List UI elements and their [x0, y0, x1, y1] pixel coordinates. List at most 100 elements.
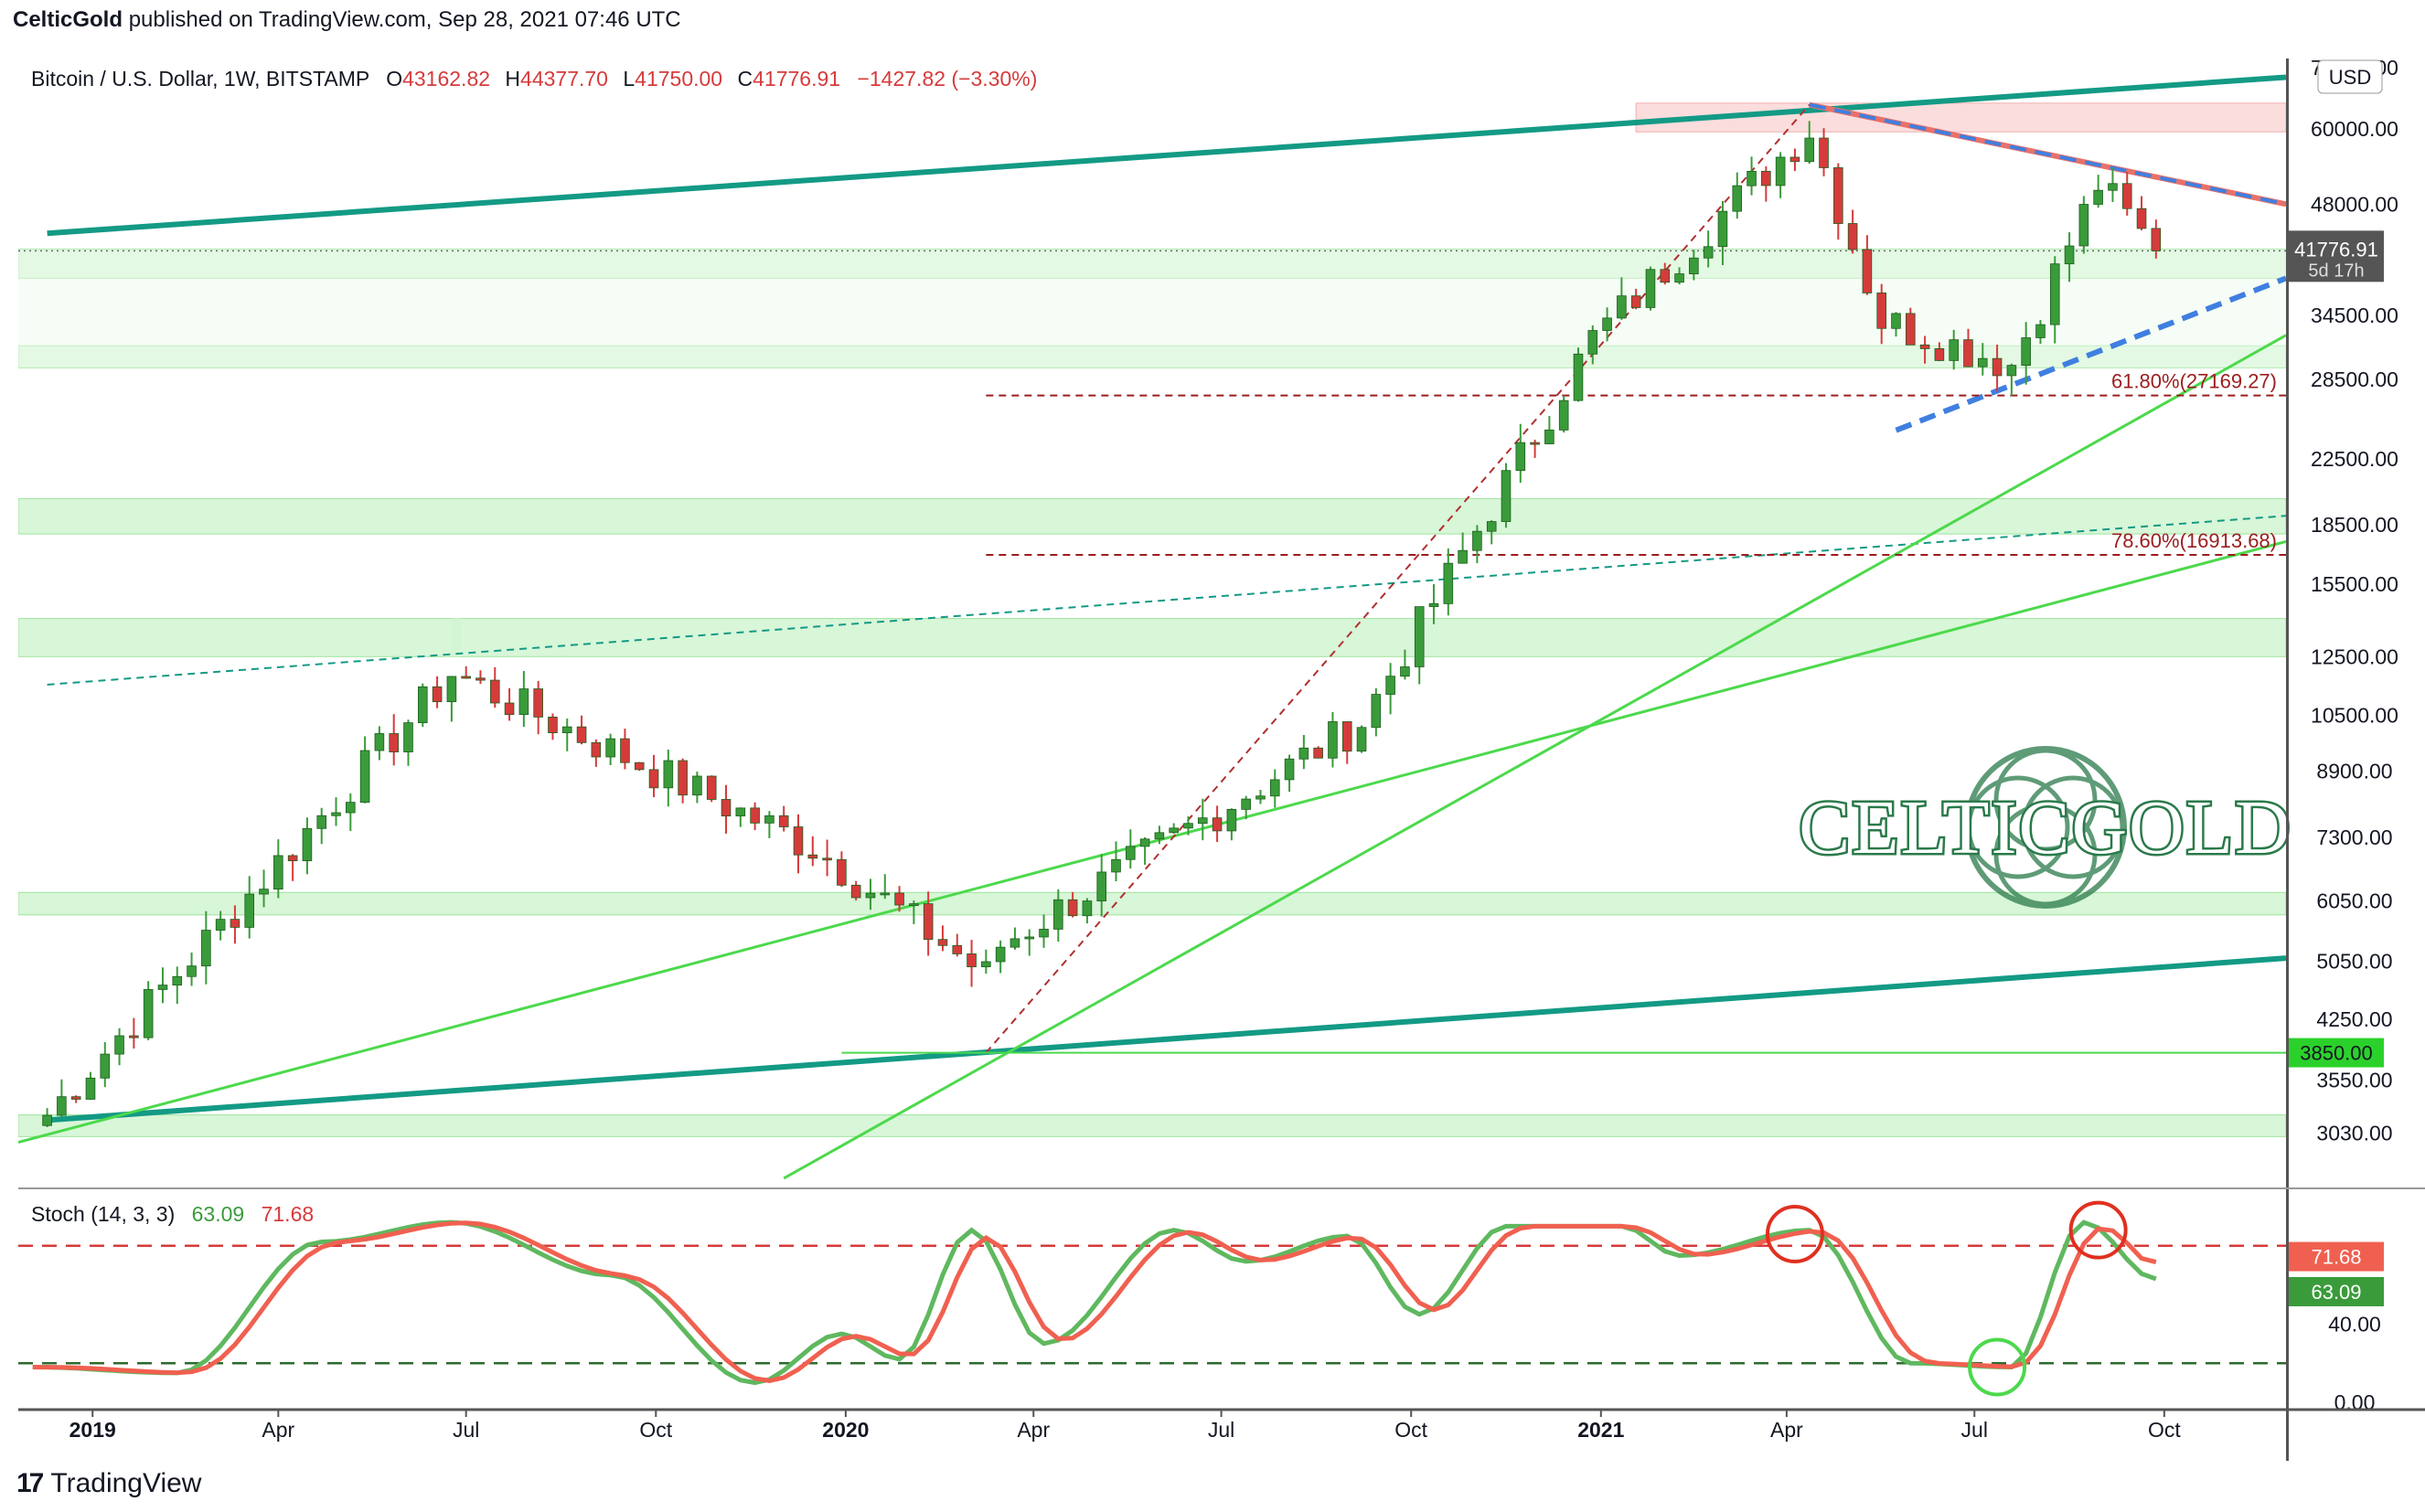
candle-body [273, 855, 283, 890]
price-tick-label: 4250.00 [2316, 1007, 2392, 1031]
candle-body [2108, 183, 2118, 191]
price-axis[interactable]: 72000.0060000.0048000.0034500.0028500.00… [2289, 56, 2398, 1145]
candle-body [894, 892, 904, 906]
candle-body [518, 688, 529, 716]
candle-body [489, 679, 500, 704]
candle-body [1400, 666, 1410, 677]
candle-body [316, 815, 327, 829]
candle-body [1371, 694, 1382, 729]
candle-body [1789, 156, 1800, 163]
candle-body [1977, 357, 1988, 367]
candle-body [374, 733, 385, 751]
price-tick-label: 3550.00 [2316, 1068, 2392, 1091]
ohlc-low: 41750.00 [635, 67, 722, 91]
candle-body [995, 946, 1006, 963]
candle-body [432, 686, 443, 703]
stoch-value-label: 63.09 [2311, 1281, 2361, 1304]
candle-body [1212, 817, 1223, 832]
watermark-text: CELTICGOLD [1799, 785, 2292, 870]
candle-body [114, 1035, 124, 1055]
price-tick-label: 22500.00 [2311, 447, 2398, 471]
candle-body [172, 975, 183, 986]
candle-body [1139, 838, 1150, 847]
price-tick-label: 18500.00 [2311, 513, 2398, 537]
zones-layer [18, 102, 2286, 1137]
candle-body [57, 1096, 67, 1116]
candle-body [561, 726, 572, 733]
fib-level-label: 78.60%(16913.68) [2111, 529, 2277, 552]
candle-body [403, 722, 413, 752]
candle-body [331, 812, 341, 816]
tradingview-brand: TradingView [50, 1468, 202, 1498]
lime-trendline-1 [18, 539, 2286, 1144]
stoch-value-label: 71.68 [2311, 1246, 2361, 1269]
ohlc-open: 43162.82 [402, 67, 490, 91]
price-tick-label: 6050.00 [2316, 889, 2392, 912]
ohlc-l-label: L [623, 67, 635, 91]
candle-body [2006, 365, 2017, 377]
candle-body [389, 733, 399, 752]
price-tick-label: 7300.00 [2316, 825, 2392, 849]
stoch-pane [18, 1200, 2286, 1397]
candle-body [533, 688, 543, 718]
candle-body [1992, 357, 2003, 377]
candles-layer [42, 121, 2162, 1127]
candle-body [1630, 295, 1641, 308]
candle-body [1804, 137, 1815, 163]
lime-trendline-2 [783, 334, 2286, 1180]
time-tick-label: Apr [1770, 1418, 1803, 1442]
candle-body [1587, 330, 1598, 355]
watermark-layer: CELTICGOLD [1797, 746, 2292, 909]
candle-body [42, 1114, 52, 1126]
stoch-value-box [2289, 1241, 2384, 1272]
candle-body [2121, 183, 2132, 209]
time-axis[interactable]: 2019 Apr Jul Oct 2020 Apr Jul Oct 2021 Apr Jul Oct [69, 1410, 2182, 1442]
candle-body [2035, 324, 2046, 338]
ohlc-header: Bitcoin / U.S. Dollar, 1W, BITSTAMP O431… [31, 67, 1037, 91]
candle-body [1183, 823, 1193, 829]
countdown-label: 5d 17h [2308, 261, 2364, 281]
price-tick-label: 60000.00 [2311, 117, 2398, 141]
candle-body [2049, 263, 2060, 325]
candle-body [1847, 223, 1858, 250]
candle-body [129, 1035, 139, 1038]
candle-body [1645, 269, 1656, 308]
candle-body [923, 903, 934, 941]
candle-body [287, 855, 298, 862]
candle-body [157, 985, 168, 990]
candle-body [909, 903, 919, 907]
currency-box[interactable] [2317, 59, 2383, 94]
candle-body [620, 738, 630, 763]
stoch-d-value: 71.68 [262, 1202, 315, 1226]
candle-body [648, 769, 659, 789]
time-tick-label: 2019 [69, 1418, 116, 1442]
time-tick-label: Oct [1394, 1418, 1427, 1442]
price-tick-label: 15500.00 [2311, 572, 2398, 596]
time-tick-label: 2021 [1577, 1418, 1624, 1442]
candle-body [1241, 798, 1251, 810]
candle-body [1934, 348, 1945, 361]
candle-body [417, 686, 428, 724]
support-zone [18, 1114, 2286, 1137]
ohlc-h-label: H [505, 67, 520, 91]
candle-body [1486, 521, 1497, 532]
candle-body [2151, 228, 2162, 251]
candle-body [1341, 721, 1352, 752]
candle-body [1082, 900, 1093, 917]
candle-body [1963, 339, 1973, 367]
fib-level-label: 61.80%(27169.27) [2111, 370, 2277, 393]
upper-channel-line [47, 74, 2286, 237]
candle-body [70, 1096, 81, 1100]
support-zone [18, 618, 2286, 657]
candle-body [576, 726, 587, 743]
support-zone-edge [451, 618, 461, 657]
candle-body [1732, 185, 1743, 212]
lower-channel-line [47, 955, 2286, 1123]
price-tick-label: 34500.00 [2311, 303, 2398, 327]
tradingview-logo[interactable]: 17 TradingView [16, 1468, 201, 1499]
candle-body [1530, 442, 1540, 445]
candle-body [1674, 273, 1684, 283]
candle-body [1558, 399, 1569, 431]
candle-body [1472, 530, 1482, 551]
